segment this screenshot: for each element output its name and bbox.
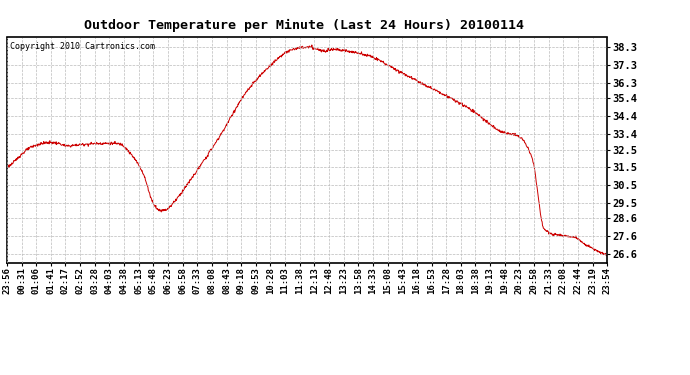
- Text: Outdoor Temperature per Minute (Last 24 Hours) 20100114: Outdoor Temperature per Minute (Last 24 …: [83, 19, 524, 32]
- Text: Copyright 2010 Cartronics.com: Copyright 2010 Cartronics.com: [10, 42, 155, 51]
